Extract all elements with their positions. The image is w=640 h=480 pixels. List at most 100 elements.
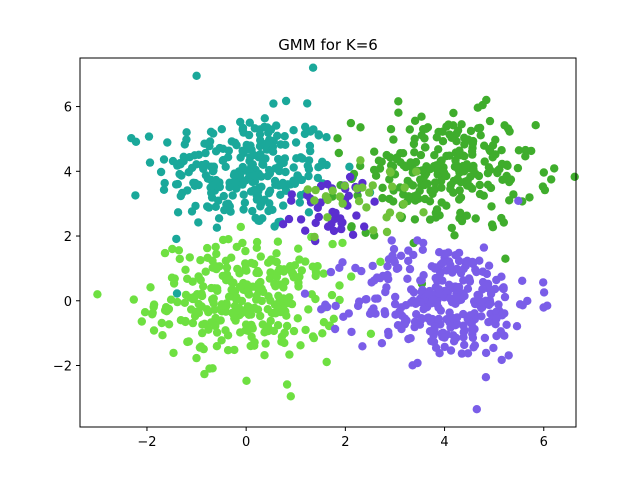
data-point [200, 369, 209, 379]
data-point [282, 311, 291, 320]
data-point [400, 183, 409, 192]
data-point [280, 154, 290, 163]
data-point [270, 222, 279, 231]
data-point [244, 303, 254, 312]
data-point [156, 167, 166, 177]
data-point [490, 284, 500, 294]
data-point [389, 197, 398, 206]
data-point [254, 216, 263, 225]
data-point [200, 139, 209, 148]
data-point [454, 282, 464, 292]
data-point [457, 120, 466, 129]
data-point [228, 191, 237, 200]
data-point [224, 199, 233, 208]
data-point [385, 175, 394, 184]
data-point [484, 300, 494, 310]
data-point [501, 254, 510, 263]
data-point [378, 193, 387, 203]
data-point [289, 126, 298, 135]
data-point [440, 342, 449, 352]
data-point [418, 245, 427, 254]
data-point [275, 280, 284, 289]
data-point [500, 292, 510, 302]
data-point [180, 140, 189, 149]
data-point [181, 265, 190, 274]
data-point [282, 321, 292, 331]
data-point [289, 273, 298, 282]
data-point [259, 160, 268, 169]
data-point [208, 295, 217, 304]
data-point [494, 300, 503, 309]
data-point [419, 125, 428, 134]
data-point [250, 171, 260, 180]
data-point [474, 171, 484, 181]
data-point [182, 128, 191, 137]
data-point [211, 262, 221, 271]
data-point [371, 294, 380, 303]
data-point [279, 201, 288, 210]
data-point [236, 222, 245, 232]
data-point [257, 182, 266, 191]
data-point [393, 321, 403, 330]
axes: −2 0 2 4 6 −2 0 2 4 6 [53, 57, 577, 450]
data-point [192, 71, 201, 81]
data-point [222, 263, 232, 272]
data-point [390, 299, 400, 309]
data-point [481, 348, 491, 358]
data-point [420, 194, 430, 204]
data-point [391, 310, 400, 319]
data-point [264, 189, 274, 198]
data-point [430, 264, 440, 273]
data-point [281, 96, 291, 106]
data-point [198, 328, 207, 338]
data-point [492, 331, 501, 341]
data-point [225, 275, 234, 284]
data-point [207, 283, 216, 293]
data-point [475, 123, 485, 133]
data-point [381, 287, 390, 297]
data-point [330, 324, 340, 334]
data-point [328, 239, 337, 249]
data-point [190, 151, 199, 160]
data-point [228, 285, 237, 295]
data-point [313, 173, 323, 183]
data-point [199, 344, 208, 354]
data-point [389, 244, 399, 254]
data-point [158, 331, 167, 340]
data-point [235, 282, 245, 291]
data-point [219, 191, 228, 201]
y-tick-label: −2 [53, 360, 72, 375]
data-point [442, 151, 451, 161]
data-point [430, 185, 439, 194]
data-point [459, 151, 468, 160]
data-point [475, 189, 485, 199]
data-point [260, 351, 269, 360]
data-point [164, 320, 174, 329]
data-point [353, 301, 363, 311]
data-point [281, 140, 290, 149]
data-point [487, 202, 496, 211]
data-point [220, 205, 229, 215]
data-point [173, 179, 182, 189]
data-point [190, 181, 199, 190]
data-point [295, 198, 304, 207]
data-point [333, 134, 342, 143]
data-point [175, 169, 184, 179]
data-point [266, 296, 275, 305]
data-point [487, 220, 497, 229]
data-point [285, 350, 294, 359]
data-point [368, 181, 377, 190]
data-point [387, 236, 396, 245]
data-point [216, 316, 225, 325]
data-point [131, 191, 140, 200]
data-point [280, 132, 289, 141]
data-point [289, 163, 298, 172]
data-point [230, 345, 239, 355]
data-point [540, 185, 550, 195]
data-point [253, 266, 262, 276]
data-point [271, 309, 280, 318]
data-point [263, 305, 272, 314]
data-point [547, 175, 556, 184]
data-point [462, 211, 471, 220]
data-point [225, 183, 234, 192]
